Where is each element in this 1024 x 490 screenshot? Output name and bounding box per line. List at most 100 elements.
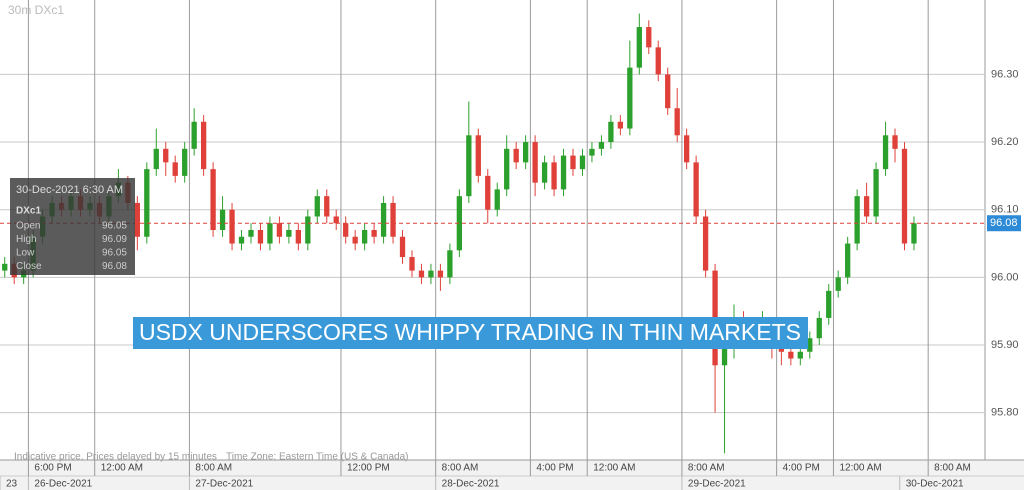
candle-body [333,216,339,224]
info-field-value: 96.08 [102,261,127,272]
candle-body [901,148,908,244]
candle-body [892,135,898,149]
candle-body [541,162,548,183]
y-tick-label: 95.80 [991,407,1019,419]
candle-body [816,317,822,339]
candle-body [248,230,254,237]
candle-body [361,230,368,244]
info-field-value: 96.09 [102,234,127,245]
candle-body [286,230,292,237]
candle-body [589,148,595,156]
date-label: 23 [6,479,18,490]
candle-body [522,142,529,163]
x-tick-label: 6:00 PM [34,463,71,474]
info-field-value: 96.05 [102,221,127,232]
candle-body [144,169,150,237]
candle-body [219,209,226,230]
last-price-tag [987,215,1021,232]
candle-body [608,121,614,143]
candle-body [646,27,652,48]
candle-body [797,351,803,359]
y-tick-label: 96.10 [991,204,1019,216]
info-box-bg [10,178,135,275]
candle-body [835,277,841,291]
candle-body [390,202,396,237]
candle-body [845,243,851,278]
x-tick-label: 4:00 PM [536,463,573,474]
candle-body [409,257,415,271]
candle-body [854,196,860,244]
candle-body [437,270,444,278]
info-field-label: Low [16,248,35,259]
x-tick-label: 8:00 AM [934,463,971,474]
info-symbol: DXc1 [16,206,41,217]
candle-body [191,121,197,149]
candle-body [2,263,8,271]
last-price-label: 96.08 [990,217,1018,229]
candle-body [380,202,387,237]
y-tick-label: 95.90 [991,339,1019,351]
info-datetime: 30-Dec-2021 6:30 AM [16,184,123,196]
candle-body [579,155,586,170]
candle-body [172,162,178,176]
candle-body [418,270,425,278]
x-tick-label: 12:00 AM [593,463,635,474]
candle-body [163,148,169,163]
date-label: 30-Dec-2021 [906,479,964,490]
candle-body [807,338,813,352]
date-label: 28-Dec-2021 [442,479,500,490]
candle-body [276,223,283,237]
candle-body [257,230,264,244]
candle-body [343,223,349,237]
candle-body [911,223,917,244]
x-tick-label: 8:00 AM [688,463,725,474]
candle-body [200,121,207,170]
x-tick-label: 4:00 PM [783,463,820,474]
date-label: 26-Dec-2021 [34,479,92,490]
candle-body [674,108,680,136]
time-axis-band [0,460,1024,490]
info-box: 30-Dec-2021 6:30 AM DXc1 Open 96.05 High 96… [10,178,135,275]
info-field-label: High [16,234,37,245]
date-label: 29-Dec-2021 [688,479,746,490]
candle-body [504,148,510,190]
candle-body [636,27,642,68]
candle-body [788,351,794,359]
candle-body [702,216,709,271]
candle-body [551,162,557,190]
candle-body [560,155,567,190]
candle-body [267,223,273,244]
candle-body [134,202,140,237]
candle-body [617,121,624,129]
candle-body [456,196,463,251]
candle-body [428,270,434,278]
x-tick-label: 12:00 AM [839,463,881,474]
candle-body [684,135,690,163]
candle-body [485,175,491,210]
y-tick-label: 96.20 [991,136,1019,148]
candle-body [655,47,661,75]
headline-bg [133,317,808,349]
candle-body [873,169,879,217]
candle-body [627,67,633,129]
candle-body [863,196,870,217]
candle-body [513,148,519,163]
candle-body [305,216,311,244]
info-field-label: Open [16,221,40,232]
candles [2,13,917,454]
candle-body [238,236,245,244]
y-tick-label: 96.00 [991,271,1019,283]
candle-body [882,135,889,170]
candle-body [352,236,358,244]
candle-body [153,148,159,170]
x-tick-label: 8:00 AM [442,463,479,474]
candle-body [466,135,472,197]
x-tick-label: 8:00 AM [195,463,232,474]
delay-note: Indicative price. Prices delayed by 15 m… [14,452,217,463]
candle-body [570,155,576,170]
candle-body [532,142,538,183]
time-zone: Time Zone: Eastern Time (US & Canada) [226,452,408,463]
candle-body [182,148,188,176]
candle-body [399,236,406,258]
